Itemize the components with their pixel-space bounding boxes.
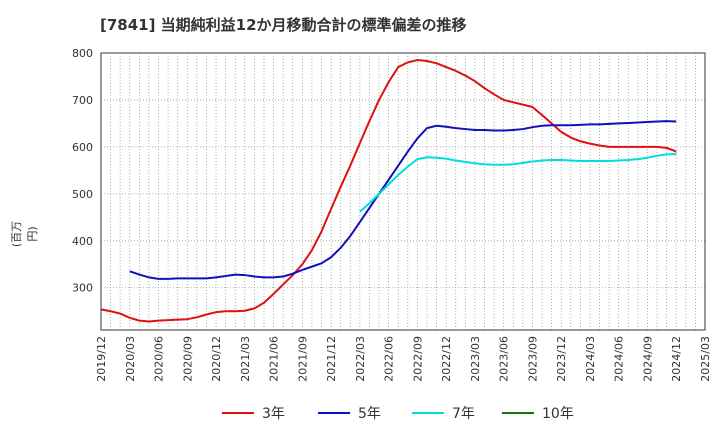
legend-swatch-7y xyxy=(412,412,444,414)
x-tick-label: 2024/09 xyxy=(641,336,654,382)
x-tick-label: 2025/03 xyxy=(699,336,712,382)
x-tick-label: 2020/09 xyxy=(181,336,194,382)
legend-swatch-10y xyxy=(502,412,534,414)
x-tick-label: 2021/03 xyxy=(239,336,252,382)
plot-border xyxy=(100,52,706,331)
y-tick-label: 800 xyxy=(72,47,93,60)
y-tick-label: 400 xyxy=(72,235,93,248)
series-line-1 xyxy=(100,59,677,323)
x-tick-label: 2022/06 xyxy=(383,336,396,382)
series-line-2 xyxy=(129,120,677,280)
chart-title: [7841] 当期純利益12か月移動合計の標準偏差の推移 xyxy=(100,16,467,34)
x-tick-label: 2023/03 xyxy=(469,336,482,382)
series-line-3 xyxy=(359,152,677,213)
legend-label-7y: 7年 xyxy=(452,406,475,422)
y-tick-label: 300 xyxy=(72,282,93,295)
y-tick-label: 700 xyxy=(72,94,93,107)
y-tick-label: 600 xyxy=(72,141,93,154)
x-tick-label: 2019/12 xyxy=(95,336,108,382)
legend-item-10y: 10年 xyxy=(502,398,574,428)
x-tick-label: 2023/12 xyxy=(555,336,568,382)
legend-item-5y: 5年 xyxy=(318,398,381,428)
x-tick-label: 2021/06 xyxy=(268,336,281,382)
y-tick-label: 500 xyxy=(72,188,93,201)
x-tick-label: 2024/03 xyxy=(584,336,597,382)
legend-label-10y: 10年 xyxy=(542,406,574,422)
x-tick-label: 2021/09 xyxy=(296,336,309,382)
x-tick-label: 2020/06 xyxy=(153,336,166,382)
legend: 3年 5年 7年 10年 xyxy=(0,398,720,428)
x-tick-label: 2024/06 xyxy=(613,336,626,382)
legend-item-7y: 7年 xyxy=(412,398,475,428)
legend-label-3y: 3年 xyxy=(262,406,285,422)
x-tick-label: 2024/12 xyxy=(670,336,683,382)
x-tick-label: 2020/03 xyxy=(124,336,137,382)
x-tick-label: 2020/12 xyxy=(210,336,223,382)
x-tick-label: 2022/12 xyxy=(440,336,453,382)
legend-swatch-5y xyxy=(318,412,350,414)
x-tick-label: 2022/03 xyxy=(354,336,367,382)
x-tick-label: 2023/09 xyxy=(526,336,539,382)
plot-area xyxy=(101,53,705,330)
x-tick-label: 2022/09 xyxy=(411,336,424,382)
legend-item-3y: 3年 xyxy=(222,398,285,428)
legend-swatch-3y xyxy=(222,412,254,414)
legend-label-5y: 5年 xyxy=(358,406,381,422)
x-tick-label: 2021/12 xyxy=(325,336,338,382)
x-tick-label: 2023/06 xyxy=(498,336,511,382)
